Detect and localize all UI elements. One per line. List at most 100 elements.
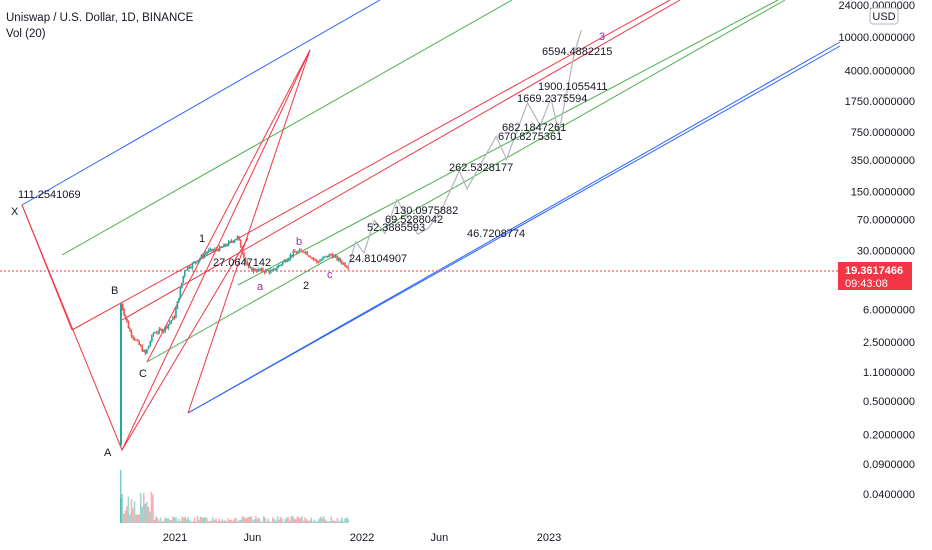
volume-bars	[119, 470, 349, 523]
candle-body	[262, 268, 264, 272]
volume-bar	[328, 521, 331, 523]
candle-body	[161, 329, 164, 333]
wave-a-label: a	[257, 281, 264, 293]
annotation-46: 46.7208774	[467, 228, 525, 240]
volume-bar	[124, 510, 127, 523]
blue-lower-line-a	[187, 41, 841, 414]
candle-body	[239, 240, 242, 248]
candle-body	[243, 252, 245, 258]
candle-body	[233, 240, 236, 243]
volume-bar	[322, 516, 325, 523]
volume-bar	[166, 518, 168, 523]
candle-body	[323, 256, 326, 258]
volume-bar	[331, 520, 334, 523]
candle-body	[229, 240, 231, 242]
candle-body	[276, 268, 278, 270]
volume-bar	[284, 519, 286, 523]
candle-body	[238, 236, 240, 241]
volume-bar	[267, 518, 270, 523]
time-tick-3: Jun	[430, 532, 448, 544]
price-axis[interactable]: 24000.0000000 10000.0000000 4000.0000000 17…	[839, 0, 915, 501]
price-tick-10: 2.5000000	[863, 337, 915, 349]
candle-body	[274, 268, 277, 270]
candle-body	[325, 255, 327, 257]
volume-bar	[324, 519, 326, 523]
candle-body	[247, 264, 250, 268]
volume-bar	[248, 516, 251, 523]
candle-body	[333, 255, 335, 258]
volume-bar	[153, 519, 156, 523]
volume-bar	[201, 517, 203, 523]
volume-bar	[304, 517, 306, 523]
candle-body	[320, 259, 323, 261]
volume-bar	[290, 516, 293, 523]
volume-bar	[133, 501, 136, 523]
volume-bar	[179, 521, 182, 523]
candle-body	[182, 276, 185, 283]
candle-body	[226, 245, 228, 247]
candle-body	[244, 257, 247, 261]
candle-body	[224, 244, 227, 246]
price-tick-12: 0.5000000	[863, 396, 915, 408]
candle-body	[223, 244, 225, 248]
volume-bar	[122, 513, 125, 523]
annotation-130: 130.0975882	[394, 205, 458, 217]
volume-bar	[288, 520, 291, 523]
candle-body	[277, 265, 280, 269]
volume-bar	[130, 498, 133, 523]
volume-bar	[129, 514, 131, 523]
chart-title: Uniswap / U.S. Dollar, 1D, BINANCE	[6, 12, 194, 24]
candle-body	[141, 346, 144, 352]
candle-body	[258, 268, 261, 270]
volume-bar	[233, 518, 236, 523]
candle-body	[124, 315, 127, 319]
volume-bar	[152, 494, 154, 523]
candle-body	[221, 247, 224, 249]
candle-body	[260, 268, 263, 270]
candle-body	[304, 251, 307, 253]
candle-body	[196, 262, 198, 264]
volume-bar	[222, 520, 225, 523]
time-tick-0: 2021	[163, 532, 187, 544]
candle-body	[283, 260, 286, 262]
volume-bar	[173, 517, 176, 523]
currency-button[interactable]: USD	[869, 7, 899, 25]
candle-body	[136, 339, 139, 341]
xabc-pattern	[21, 49, 311, 452]
candle-body	[121, 304, 124, 310]
candle-body	[193, 262, 195, 264]
volume-bar	[330, 516, 333, 523]
candle-body	[183, 270, 186, 277]
volume-bar	[230, 519, 233, 523]
candle-body	[126, 318, 128, 322]
candle-body	[342, 262, 345, 264]
candle-body	[326, 255, 329, 258]
current-price-tag: 19.3617466 09:43:08	[838, 262, 912, 290]
volume-bar	[121, 493, 124, 523]
volume-bar	[235, 517, 237, 523]
volume-bar	[278, 519, 280, 523]
candle-body	[286, 260, 289, 262]
volume-bar	[276, 516, 279, 523]
candle-body	[218, 246, 221, 251]
candle-body	[271, 269, 274, 271]
pitchfork-drawings	[0, 0, 841, 452]
volume-indicator-label[interactable]: Vol (20)	[6, 28, 46, 40]
annotation-24: 24.8104907	[349, 253, 407, 265]
candle-body	[263, 271, 266, 273]
volume-bar	[256, 518, 259, 523]
candle-body	[194, 262, 197, 264]
volume-bar	[198, 519, 200, 523]
time-axis[interactable]: 2021 Jun 2022 Jun 2023	[163, 532, 561, 544]
candle-body	[170, 320, 173, 323]
volume-bar	[316, 521, 319, 523]
volume-bar	[141, 506, 144, 523]
red-c-to-peak	[146, 49, 311, 363]
candle-body	[235, 239, 237, 241]
volume-bar	[270, 521, 273, 523]
candle-body	[336, 255, 338, 261]
candle-body	[257, 268, 259, 272]
candle-body	[317, 262, 320, 264]
volume-bar	[341, 517, 343, 523]
